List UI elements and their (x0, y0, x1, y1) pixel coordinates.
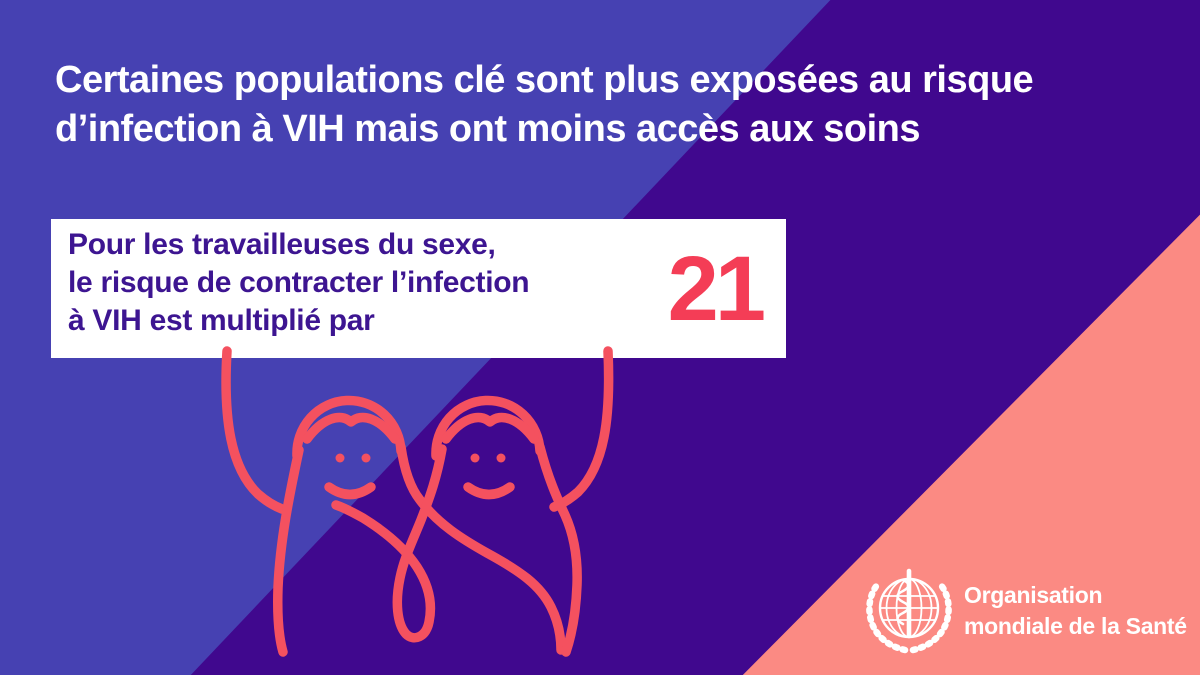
fact-text-line1: Pour les travailleuses du sexe, (68, 228, 496, 261)
who-emblem-icon (866, 568, 952, 654)
who-logo: Organisation mondiale de la Santé (864, 566, 1187, 656)
right-figure-raised-arm (549, 346, 614, 512)
fact-text: Pour les travailleuses du sexe, le risqu… (68, 226, 530, 340)
page-title: Certaines populations clé sont plus expo… (55, 56, 1034, 154)
right-figure-bangs (441, 412, 539, 444)
who-wordmark: Organisation mondiale de la Santé (964, 580, 1187, 642)
fact-text-line3: à VIH est multiplié par (68, 304, 375, 337)
fact-text-line2: le risque de contracter l’infection (68, 266, 530, 299)
right-figure-eye-left (470, 453, 480, 463)
who-wordmark-line1: Organisation (964, 582, 1103, 608)
page-title-line1: Certaines populations clé sont plus expo… (55, 59, 1034, 101)
multiplier-value: 21 (667, 238, 766, 340)
right-figure-eye-right (496, 453, 506, 463)
right-figure-head (431, 395, 545, 461)
who-wordmark-line2: mondiale de la Santé (964, 613, 1187, 639)
right-figure-hair-body-right (535, 442, 582, 657)
right-figure-chin (463, 482, 515, 500)
page-title-line2: d’infection à VIH mais ont moins accès a… (55, 108, 921, 150)
left-figure-body-sweep (396, 442, 566, 655)
fact-box: Pour les travailleuses du sexe, le risqu… (51, 219, 786, 358)
